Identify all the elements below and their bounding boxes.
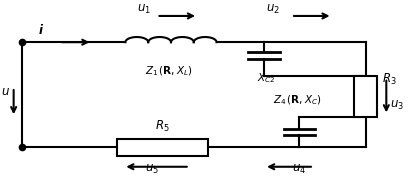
Text: $R_5$: $R_5$ (156, 119, 170, 134)
Text: $u_4$: $u_4$ (292, 163, 307, 177)
Text: i: i (39, 24, 42, 37)
Text: $X_{C2}$: $X_{C2}$ (257, 71, 275, 85)
Text: $u_2$: $u_2$ (265, 3, 280, 16)
Text: $u_1$: $u_1$ (137, 3, 151, 16)
Bar (354, 76, 377, 117)
Bar (117, 139, 208, 156)
Text: $Z_1\,(\mathbf{R},X_L)$: $Z_1\,(\mathbf{R},X_L)$ (145, 64, 193, 78)
Text: $u_3$: $u_3$ (390, 99, 404, 112)
Text: u: u (2, 85, 9, 98)
Text: $R_3$: $R_3$ (382, 72, 397, 88)
Text: $Z_4\,(\mathbf{R},X_C)$: $Z_4\,(\mathbf{R},X_C)$ (273, 93, 322, 107)
Text: $u_5$: $u_5$ (145, 163, 159, 177)
